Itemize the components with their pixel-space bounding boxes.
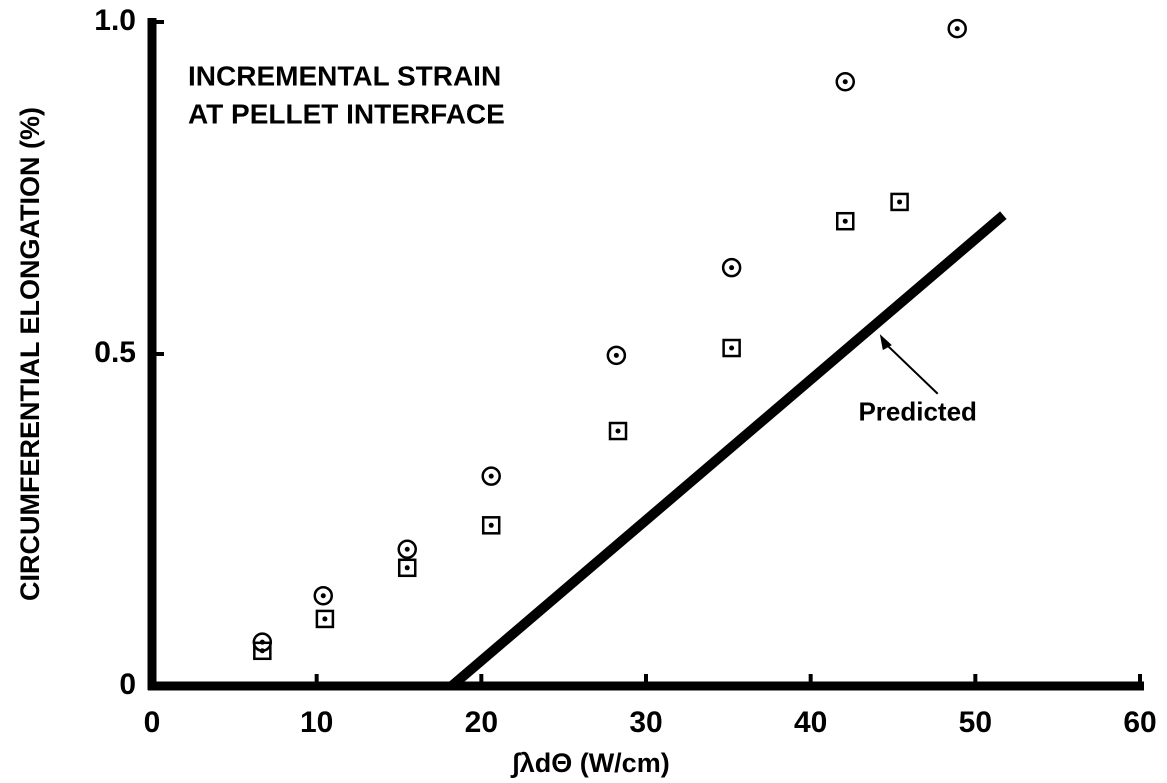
point (721, 257, 742, 278)
point (481, 466, 501, 486)
x-tick-label: 40 (794, 706, 827, 739)
x-tick-label: 30 (629, 706, 662, 739)
point (253, 641, 272, 661)
point (397, 539, 417, 559)
annotation: Predicted (858, 397, 977, 427)
marker-dot (259, 648, 265, 654)
y-tick-label: 0 (119, 668, 136, 701)
x-axis-title: ∫λdΘ (W/cm) (510, 748, 669, 778)
marker-dot (729, 265, 735, 271)
chart-title: INCREMENTAL STRAIN (188, 60, 501, 91)
x-tick-label: 10 (300, 706, 333, 739)
square-marker (481, 516, 501, 535)
chart-title: AT PELLET INTERFACE (188, 98, 505, 129)
circle-marker (397, 539, 417, 559)
marker-dot (842, 218, 848, 224)
marker-dot (404, 546, 410, 552)
point (315, 609, 335, 629)
annotation-arrow (883, 341, 939, 395)
square-marker (835, 211, 855, 231)
square-marker (253, 641, 272, 661)
x-tick-label: 0 (144, 706, 161, 739)
predicted-line (448, 211, 1007, 690)
marker-dot (842, 79, 848, 85)
marker-dot (322, 616, 328, 622)
square-marker (722, 338, 741, 358)
marker-dot (897, 199, 903, 205)
point (835, 211, 855, 231)
point (722, 338, 741, 358)
square-marker (608, 421, 628, 441)
square-marker (890, 192, 909, 212)
point (890, 192, 909, 212)
y-axis-title: CIRCUMFERENTIAL ELONGATION (%) (15, 107, 45, 601)
point (313, 585, 334, 606)
circle-marker (721, 257, 742, 278)
marker-dot (404, 565, 410, 571)
marker-dot (729, 345, 735, 351)
y-tick-label: 0.5 (94, 336, 136, 369)
point (835, 72, 855, 92)
square-marker (397, 558, 417, 578)
circle-marker (835, 72, 855, 92)
square-marker (315, 609, 335, 629)
circle-marker (606, 345, 627, 366)
point (606, 345, 627, 366)
arrow-head (879, 334, 892, 351)
circle-marker (313, 585, 334, 606)
point (947, 18, 967, 39)
circle-marker (481, 466, 501, 486)
x-tick-label: 50 (959, 706, 992, 739)
point (608, 421, 628, 441)
circle-marker (947, 18, 967, 39)
point (397, 558, 417, 578)
marker-dot (320, 593, 326, 599)
point (481, 516, 501, 535)
marker-dot (488, 522, 494, 528)
y-tick-label: 1.0 (94, 4, 136, 37)
x-tick-label: 20 (465, 706, 498, 739)
marker-dot (954, 26, 960, 32)
marker-dot (613, 352, 619, 358)
marker-dot (488, 473, 494, 479)
marker-dot (615, 428, 621, 434)
x-tick-label: 60 (1123, 706, 1156, 739)
